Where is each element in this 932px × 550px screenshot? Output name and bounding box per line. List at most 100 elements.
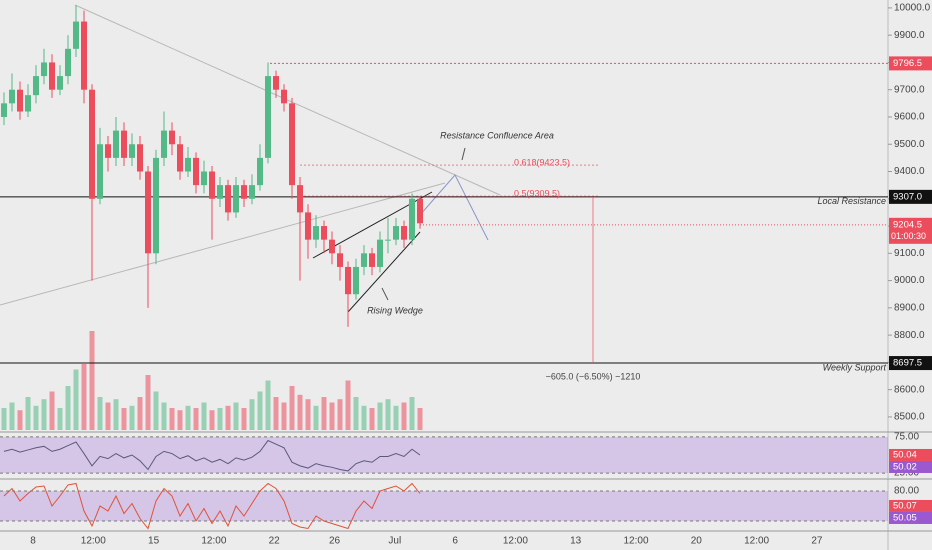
volume-bar [377,402,383,430]
candle-body [113,130,119,158]
volume-bar [153,391,159,430]
volume-bar [73,369,79,430]
candle-body [369,253,375,267]
y-tick-label: 8600.0 [894,384,925,395]
x-tick-label: 20 [691,536,703,547]
volume-bar [361,405,367,430]
volume-bar [33,405,39,430]
volume-bar [401,402,407,430]
x-tick-label: 12:00 [744,536,769,547]
x-tick-label: 8 [30,536,36,547]
volume-bar [113,399,119,430]
volume-bar [217,408,223,430]
volume-bar [129,405,135,430]
candle-body [385,239,391,241]
candle-body [25,95,31,112]
x-tick-label: 12:00 [503,536,528,547]
volume-bar [121,408,127,430]
volume-bar [41,399,47,430]
candle-body [313,226,319,240]
x-tick-label: 6 [452,536,458,547]
candle-body [57,76,63,90]
candle-body [377,239,383,267]
y-tick-label: 75.00 [894,432,919,443]
candle-body [417,198,423,224]
annotation: Resistance Confluence Area [440,130,554,140]
candle-body [41,62,47,77]
countdown: 01:00:30 [891,231,926,241]
volume-bar [209,410,215,430]
annotation-arrow [381,287,389,301]
candle-body [353,266,359,295]
level-note: Weekly Support [823,362,887,372]
candle-body [305,212,311,240]
candle-body [361,253,367,267]
volume-bar [305,399,311,430]
volume-bar [241,408,247,430]
projection-path [419,174,489,241]
candle-body [169,130,175,145]
volume-bar [297,394,303,430]
value-label: 50.02 [893,462,917,473]
value-label: 50.07 [893,500,917,511]
volume-bar [281,402,287,430]
y-tick-label: 8800.0 [894,330,925,341]
y-tick-label: 9500.0 [894,139,925,150]
price-label-box [889,56,932,71]
candle-body [161,130,167,158]
y-tick-label: 9000.0 [894,275,925,286]
y-tick-label: 9100.0 [894,248,925,259]
candle-body [217,185,223,199]
volume-bar [409,397,415,430]
x-tick-label: 13 [570,536,582,547]
x-tick-label: 27 [811,536,823,547]
candle-body [81,21,87,90]
candle-body [393,226,399,240]
oscillator-line [3,439,421,472]
value-label: 50.04 [893,449,917,460]
candle-body [289,103,295,186]
y-tick-label: 8900.0 [894,302,925,313]
candle-body [201,171,207,186]
value-label-box [889,448,932,461]
volume-bar [185,405,191,430]
volume-bar [353,397,359,430]
candle-body [409,198,415,240]
candle-body [337,253,343,267]
volume-bar [17,410,23,430]
volume-bar [145,375,151,430]
candle-body [265,76,271,158]
candle-body [73,21,79,49]
value-label-box [889,511,932,524]
candle-body [209,171,215,199]
volume-bar [345,380,351,430]
volume-bar [9,402,15,430]
volume-bar [337,399,343,430]
volume-bar [89,331,95,430]
volume-bar [81,364,87,430]
volume-bar [161,402,167,430]
oscillator-line [3,482,421,530]
volume-bar [393,405,399,430]
volume-bar [257,391,263,430]
trendline [74,4,501,196]
oscillator-band [0,436,888,474]
candle-body [281,89,287,104]
volume-bar [233,402,239,430]
x-tick-label: 22 [269,536,281,547]
candle-body [105,144,111,158]
candle-body [329,239,335,254]
trendline [0,182,446,306]
candle-body [97,144,103,199]
candle-body [273,76,279,90]
x-tick-label: Jul [388,536,401,547]
volume-bar [97,397,103,430]
y-tick-label: 9700.0 [894,84,925,95]
volume-bar [321,397,327,430]
value-label-box [889,460,932,473]
candle-body [249,185,255,199]
wedge-lower [347,231,421,313]
candle-body [241,185,247,199]
volume-bar [249,399,255,430]
